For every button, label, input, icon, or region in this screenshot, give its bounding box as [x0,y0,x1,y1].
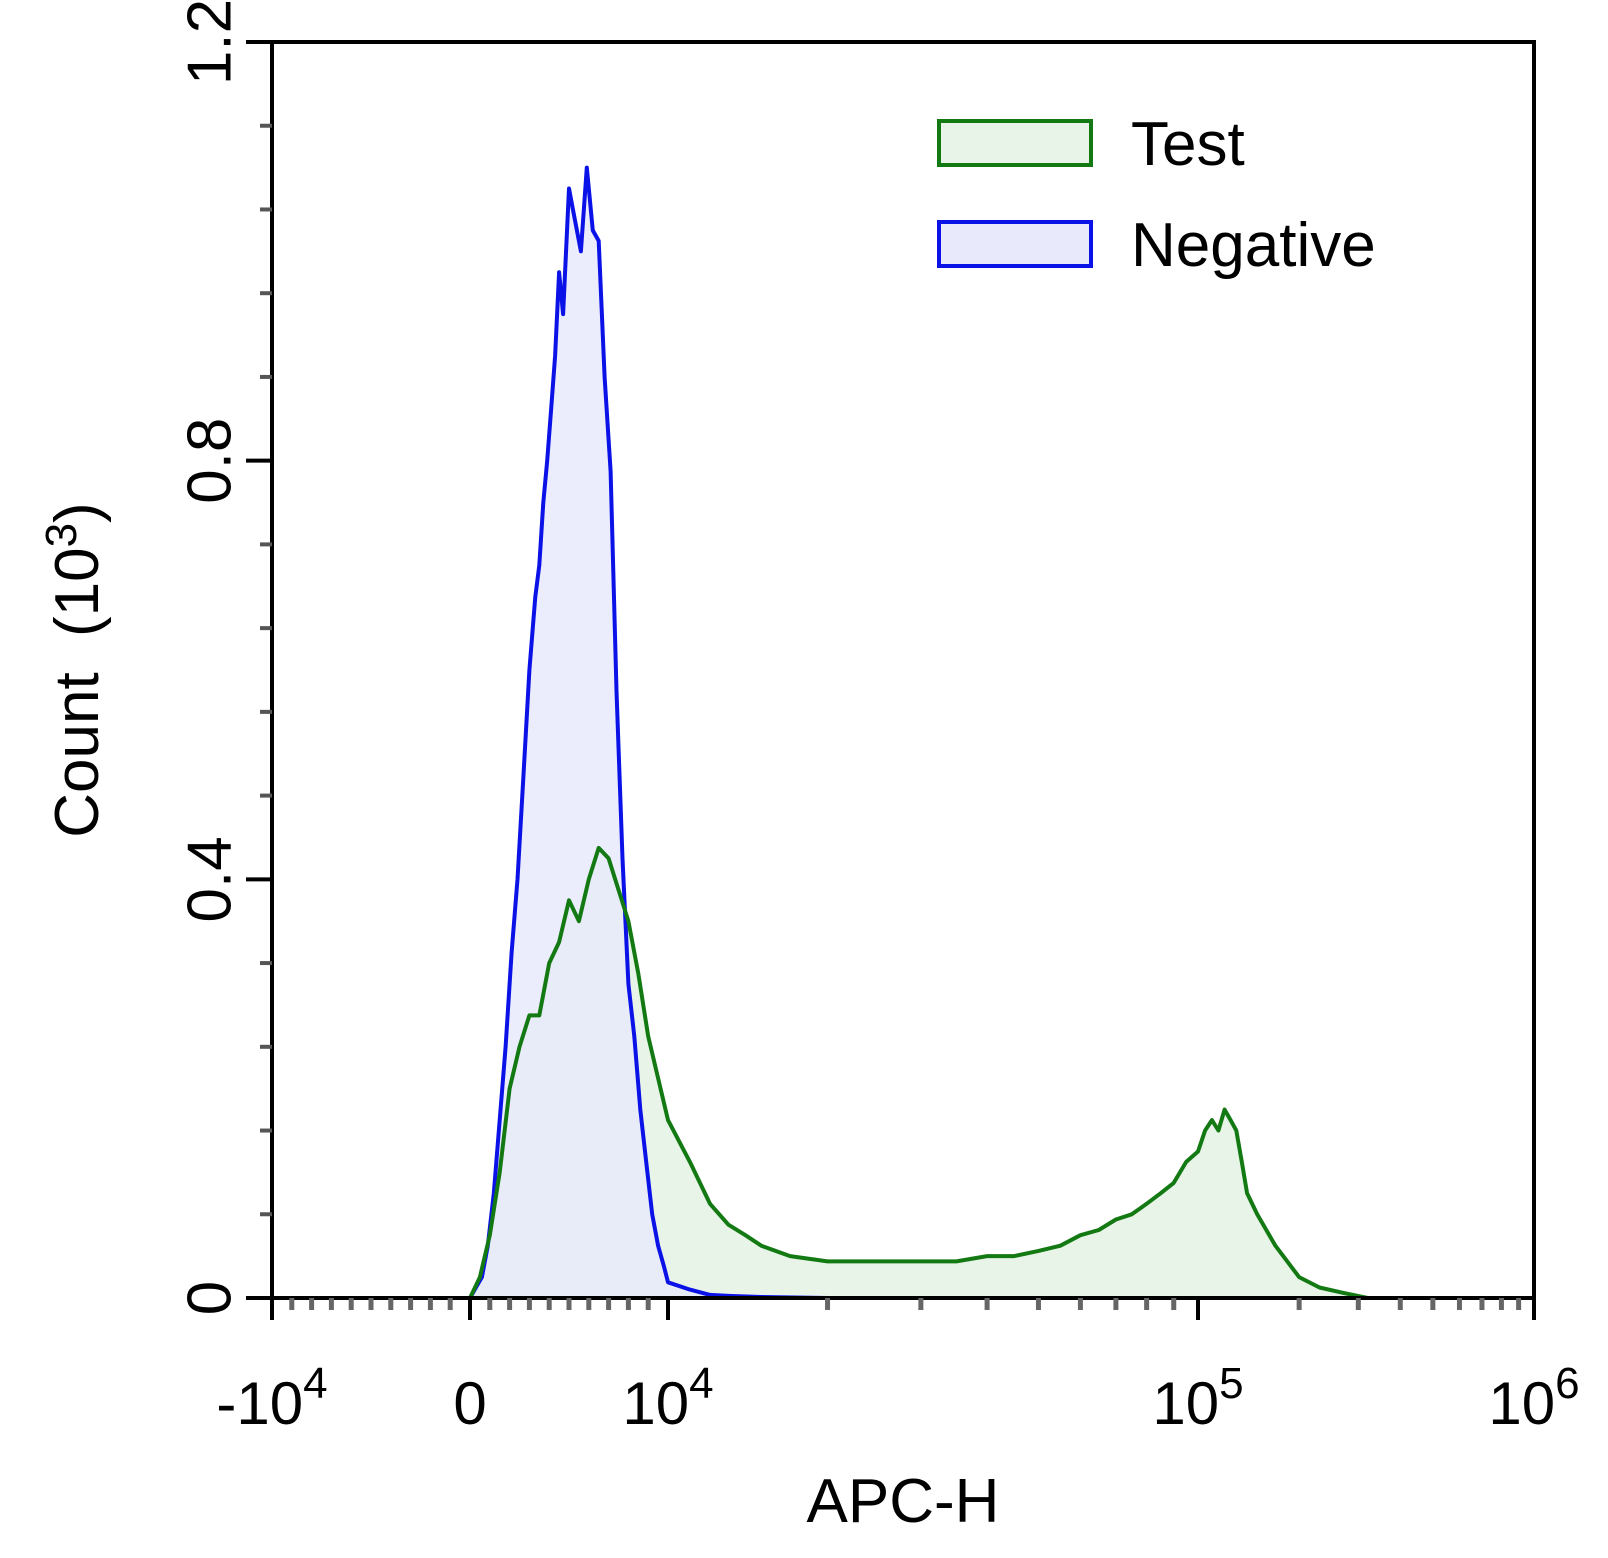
plot-area [270,40,1536,1300]
y-axis-title-label: Count [43,672,112,837]
x-tick-label: 105 [1152,1359,1243,1437]
legend: Test Negative [937,110,1376,280]
y-tick-label: 0 [175,1281,244,1315]
y-axis-title: Count (103) [37,502,112,837]
y-axis: 0 0.4 0.8 1.2 [175,0,272,1315]
x-tick-label: 0 [453,1370,486,1437]
x-axis: -104 0 104 105 106 [216,1298,1580,1437]
legend-swatch-test [937,119,1093,167]
legend-swatch-negative [937,220,1093,268]
x-tick-label: 104 [622,1359,713,1437]
x-tick-label: -104 [216,1359,327,1437]
svg-text:Count (103): Count (103) [37,502,112,837]
y-tick-label: 1.2 [175,0,244,85]
x-axis-title: APC-H [807,1467,1000,1536]
legend-label-test: Test [1131,110,1245,179]
series-fill-negative [272,167,1534,1299]
y-axis-unit-exp: 3 [37,523,86,547]
series-line-negative [272,165,1534,1300]
y-tick-label: 0.4 [175,836,244,922]
series-line-test [272,845,1534,1300]
x-tick-label: 106 [1488,1359,1579,1437]
legend-label-negative: Negative [1131,211,1376,280]
y-tick-label: 0.8 [175,418,244,504]
series-layer [272,165,1534,1300]
plot-frame [270,40,1536,1300]
series-fill-test [272,847,1534,1298]
y-axis-unit-base: 10 [43,547,112,616]
